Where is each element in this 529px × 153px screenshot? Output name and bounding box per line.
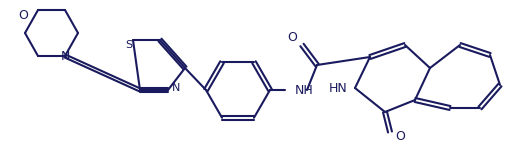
Text: O: O (395, 131, 405, 144)
Text: N: N (60, 50, 70, 62)
Text: O: O (287, 30, 297, 43)
Text: HN: HN (329, 82, 347, 95)
Text: S: S (125, 40, 133, 50)
Text: O: O (18, 9, 28, 22)
Text: NH: NH (295, 84, 314, 97)
Text: N: N (172, 83, 180, 93)
